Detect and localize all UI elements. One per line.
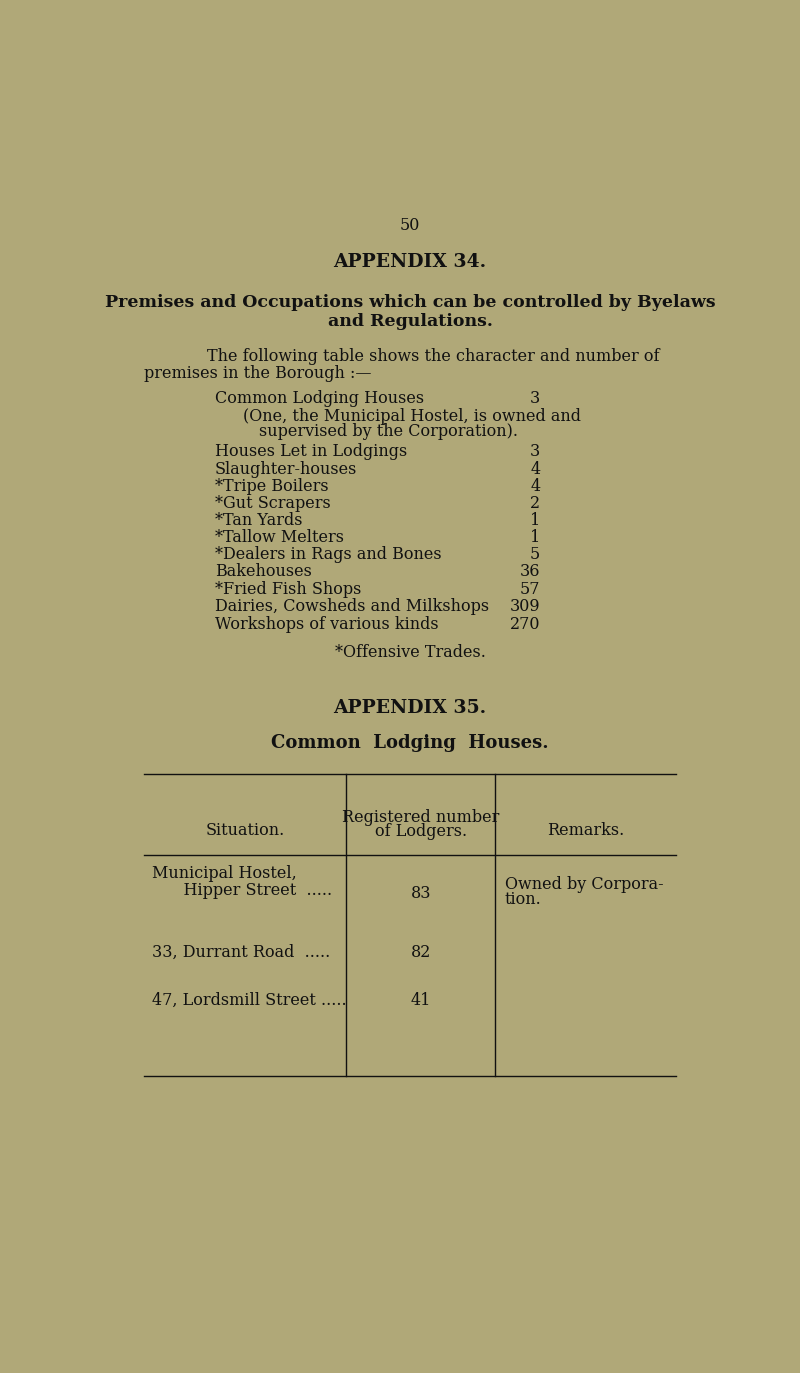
Text: *Offensive Trades.: *Offensive Trades.: [334, 644, 486, 660]
Text: 57: 57: [520, 581, 540, 597]
Text: 1: 1: [530, 512, 540, 529]
Text: *Dealers in Rags and Bones: *Dealers in Rags and Bones: [214, 546, 442, 563]
Text: Remarks.: Remarks.: [547, 821, 624, 839]
Text: 2: 2: [530, 496, 540, 512]
Text: 4: 4: [530, 461, 540, 478]
Text: 33, Durrant Road  .....: 33, Durrant Road .....: [152, 945, 330, 961]
Text: Situation.: Situation.: [206, 821, 285, 839]
Text: Bakehouses: Bakehouses: [214, 563, 311, 579]
Text: Workshops of various kinds: Workshops of various kinds: [214, 616, 438, 633]
Text: *Fried Fish Shops: *Fried Fish Shops: [214, 581, 361, 597]
Text: 270: 270: [510, 616, 540, 633]
Text: of Lodgers.: of Lodgers.: [374, 822, 467, 840]
Text: Common Lodging Houses: Common Lodging Houses: [214, 390, 424, 406]
Text: Dairies, Cowsheds and Milkshops: Dairies, Cowsheds and Milkshops: [214, 599, 489, 615]
Text: 83: 83: [410, 884, 431, 902]
Text: *Gut Scrapers: *Gut Scrapers: [214, 496, 330, 512]
Text: The following table shows the character and number of: The following table shows the character …: [207, 347, 659, 365]
Text: APPENDIX 35.: APPENDIX 35.: [334, 699, 486, 717]
Text: Premises and Occupations which can be controlled by Byelaws: Premises and Occupations which can be co…: [105, 294, 715, 312]
Text: 309: 309: [510, 599, 540, 615]
Text: Hipper Street  .....: Hipper Street .....: [162, 881, 332, 899]
Text: *Tan Yards: *Tan Yards: [214, 512, 302, 529]
Text: 5: 5: [530, 546, 540, 563]
Text: Slaughter-houses: Slaughter-houses: [214, 461, 357, 478]
Text: 3: 3: [530, 390, 540, 406]
Text: APPENDIX 34.: APPENDIX 34.: [334, 253, 486, 272]
Text: tion.: tion.: [505, 891, 542, 908]
Text: Municipal Hostel,: Municipal Hostel,: [152, 865, 297, 883]
Text: 36: 36: [520, 563, 540, 579]
Text: *Tripe Boilers: *Tripe Boilers: [214, 478, 328, 496]
Text: Owned by Corpora-: Owned by Corpora-: [505, 876, 663, 894]
Text: 47, Lordsmill Street .....: 47, Lordsmill Street .....: [152, 991, 346, 1009]
Text: (One, the Municipal Hostel, is owned and: (One, the Municipal Hostel, is owned and: [243, 408, 582, 426]
Text: Registered number: Registered number: [342, 809, 499, 827]
Text: 4: 4: [530, 478, 540, 496]
Text: and Regulations.: and Regulations.: [327, 313, 493, 330]
Text: 41: 41: [410, 991, 431, 1009]
Text: *Tallow Melters: *Tallow Melters: [214, 529, 344, 546]
Text: Common  Lodging  Houses.: Common Lodging Houses.: [271, 733, 549, 752]
Text: supervised by the Corporation).: supervised by the Corporation).: [259, 423, 518, 441]
Text: 3: 3: [530, 443, 540, 460]
Text: 1: 1: [530, 529, 540, 546]
Text: 50: 50: [400, 217, 420, 235]
Text: 82: 82: [410, 945, 431, 961]
Text: premises in the Borough :—: premises in the Borough :—: [144, 365, 372, 382]
Text: Houses Let in Lodgings: Houses Let in Lodgings: [214, 443, 407, 460]
